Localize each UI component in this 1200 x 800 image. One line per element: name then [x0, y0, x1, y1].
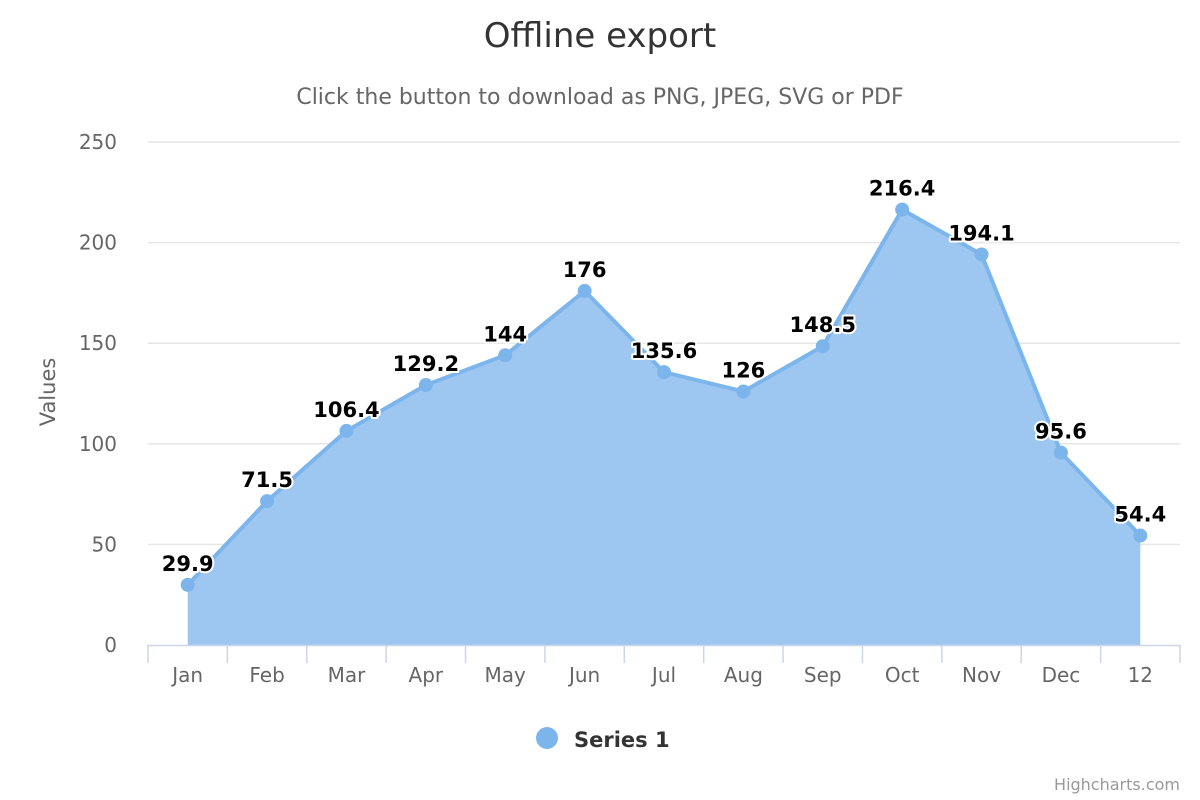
data-point[interactable]	[895, 202, 910, 217]
data-label: 148.5	[790, 313, 856, 337]
series-points[interactable]	[180, 202, 1148, 592]
data-point[interactable]	[498, 348, 513, 363]
data-point[interactable]	[974, 247, 989, 262]
x-tick-label: May	[485, 663, 527, 687]
x-tick-label: Mar	[328, 663, 367, 687]
credits-link[interactable]: Highcharts.com	[1054, 775, 1180, 794]
data-label: 54.4	[1114, 503, 1166, 527]
data-point[interactable]	[577, 283, 592, 298]
data-label: 95.6	[1035, 420, 1087, 444]
x-tick-label: Jan	[170, 663, 203, 687]
x-tick-label: Sep	[804, 663, 842, 687]
y-tick-label: 0	[104, 633, 117, 657]
data-point[interactable]	[815, 339, 830, 354]
x-tick-label: Dec	[1042, 663, 1081, 687]
data-point[interactable]	[260, 494, 275, 509]
y-axis-ticks: 0 50 100 150 200 250	[79, 130, 117, 657]
data-label: 216.4	[869, 177, 935, 201]
data-label: 144	[483, 322, 527, 346]
y-tick-label: 250	[79, 130, 117, 154]
data-label: 29.9	[162, 552, 214, 576]
data-point[interactable]	[418, 378, 433, 393]
y-tick-label: 100	[79, 432, 117, 456]
x-tick-label: Feb	[249, 663, 284, 687]
x-tick-label: Jul	[650, 663, 676, 687]
y-tick-label: 150	[79, 331, 117, 355]
series-area-fill	[187, 209, 1141, 645]
legend[interactable]: Series 1	[536, 727, 670, 752]
x-tick-label: Oct	[885, 663, 920, 687]
legend-marker[interactable]	[536, 727, 558, 749]
data-label: 135.6	[631, 339, 697, 363]
y-tick-label: 200	[79, 231, 117, 255]
x-tick-label: Aug	[724, 663, 763, 687]
chart-subtitle: Click the button to download as PNG, JPE…	[296, 85, 903, 110]
x-tick-label: Jun	[567, 663, 600, 687]
data-point[interactable]	[180, 577, 195, 592]
data-point[interactable]	[736, 384, 751, 399]
data-label: 126	[721, 358, 765, 382]
legend-item-series-1[interactable]: Series 1	[574, 728, 670, 752]
y-tick-label: 50	[92, 532, 117, 556]
x-axis: Jan Feb Mar Apr May Jun Jul Aug Sep Oct Nov Dec 12	[147, 644, 1181, 687]
data-label: 194.1	[948, 221, 1014, 245]
y-axis-title: Values	[36, 358, 60, 427]
data-point[interactable]	[1053, 445, 1068, 460]
x-tick-label: 12	[1128, 663, 1153, 687]
series-area	[186, 207, 1142, 645]
x-tick-label: Nov	[962, 663, 1001, 687]
data-label: 71.5	[241, 468, 293, 492]
x-tick-label: Apr	[409, 663, 444, 687]
data-label: 129.2	[393, 352, 459, 376]
data-label: 106.4	[313, 398, 379, 422]
data-point[interactable]	[1133, 528, 1148, 543]
data-label: 176	[563, 258, 607, 282]
data-point[interactable]	[339, 423, 354, 438]
data-labels: 29.9 71.5 106.4 129.2 144 176 135.6 126 148.5 216…	[160, 175, 1168, 578]
chart-title: Offline export	[484, 16, 717, 56]
data-point[interactable]	[657, 365, 671, 380]
